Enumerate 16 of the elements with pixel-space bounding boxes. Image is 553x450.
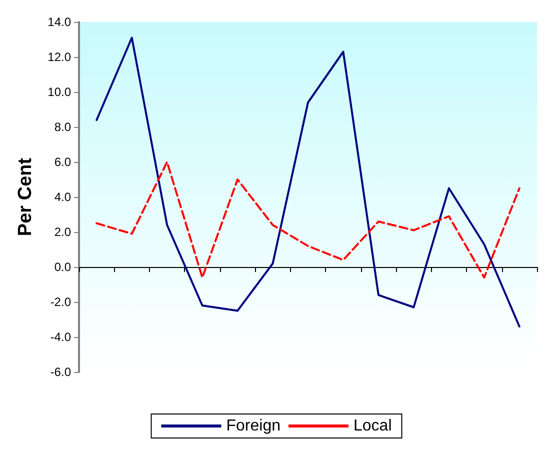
y-tick-label: -6.0 [50,365,72,379]
y-tick-label: 4.0 [54,190,72,204]
line-series [96,161,520,278]
line-series [96,36,520,328]
y-tick-label: 14.0 [48,15,72,29]
y-tick-label: 12.0 [48,50,72,64]
y-tick-label: 8.0 [54,120,72,134]
y-tick-label: -4.0 [50,330,72,344]
legend-label: Foreign [226,418,280,434]
y-tick-label: -2.0 [50,295,72,309]
y-axis-title: Per Cent [15,157,36,236]
y-tick-label: 2.0 [54,225,72,239]
y-tick-label: 0.0 [54,260,72,274]
y-tick-label: 10.0 [48,85,72,99]
y-tick-label: 6.0 [54,155,72,169]
legend-label: Local [354,418,392,434]
